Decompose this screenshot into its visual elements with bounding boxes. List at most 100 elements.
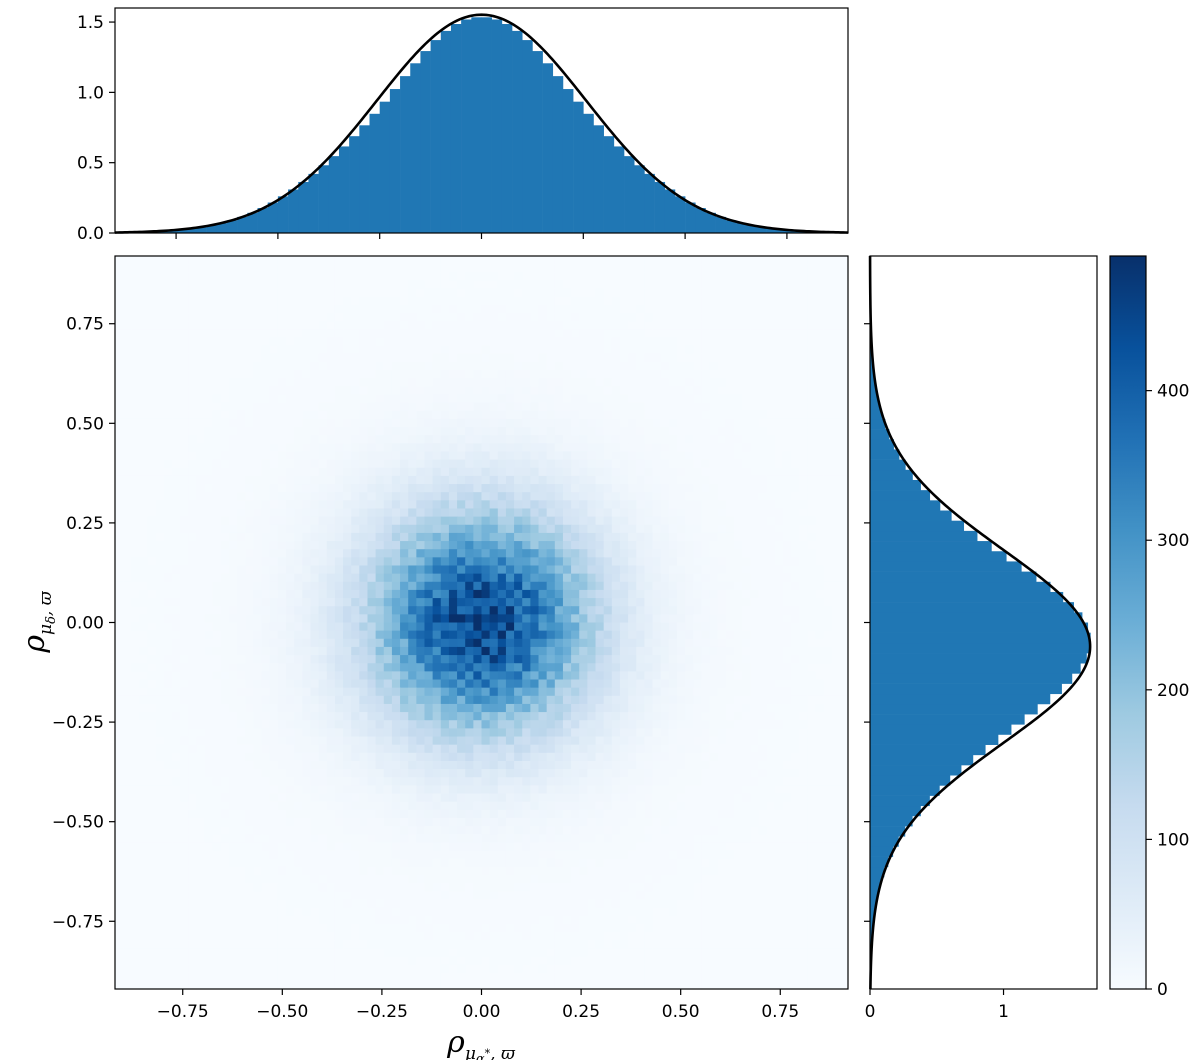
heatmap-cell	[408, 614, 417, 624]
heatmap-cell	[155, 606, 165, 615]
heatmap-cell	[465, 451, 474, 461]
heatmap-cell	[253, 655, 263, 664]
heatmap-cell	[269, 516, 279, 526]
heatmap-cell	[750, 541, 760, 550]
heatmap-cell	[562, 484, 572, 493]
heatmap-cell	[668, 475, 678, 485]
heatmap-cell	[790, 687, 800, 697]
heatmap-cell	[546, 606, 556, 615]
heatmap-cell	[359, 695, 369, 705]
heatmap-cell	[326, 646, 336, 656]
heatmap-cell	[229, 598, 238, 607]
heatmap-cell	[457, 646, 466, 656]
heatmap-cell	[253, 370, 263, 379]
heatmap-cell	[546, 272, 556, 282]
heatmap-cell	[685, 573, 694, 583]
heatmap-cell	[807, 687, 817, 697]
heatmap-cell	[579, 508, 588, 518]
heatmap-cell	[155, 296, 165, 306]
heatmap-cell	[196, 329, 206, 339]
heatmap-cell	[628, 337, 637, 347]
heatmap-cell	[750, 467, 760, 477]
heatmap-cell	[839, 435, 849, 444]
heatmap-cell	[782, 467, 792, 477]
heatmap-cell	[644, 557, 654, 567]
heatmap-cell	[652, 467, 662, 477]
heatmap-cell	[717, 663, 727, 672]
heatmap-cell	[383, 467, 393, 477]
heatmap-cell	[725, 606, 735, 615]
heatmap-cell	[351, 443, 360, 453]
heatmap-cell	[318, 581, 328, 591]
heatmap-cell	[481, 451, 491, 461]
heatmap-cell	[644, 329, 654, 339]
heatmap-cell	[180, 443, 189, 453]
heatmap-cell	[172, 467, 181, 477]
heatmap-cell	[530, 589, 540, 599]
heatmap-cell	[742, 516, 751, 526]
heatmap-cell	[774, 671, 784, 681]
heatmap-cell	[652, 296, 662, 306]
heatmap-cell	[571, 280, 580, 290]
top-histogram-bar	[522, 40, 533, 233]
heatmap-cell	[131, 370, 141, 379]
heatmap-cell	[294, 370, 303, 379]
heatmap-cell	[212, 500, 222, 510]
heatmap-cell	[774, 451, 784, 461]
heatmap-cell	[831, 508, 841, 518]
heatmap-cell	[750, 361, 760, 371]
heatmap-cell	[391, 532, 401, 542]
heatmap-cell	[123, 663, 132, 672]
heatmap-cell	[220, 638, 230, 648]
heatmap-cell	[391, 418, 401, 428]
heatmap-cell	[579, 492, 588, 501]
heatmap-cell	[245, 280, 255, 290]
heatmap-cell	[310, 386, 320, 396]
heatmap-cell	[595, 687, 605, 697]
heatmap-cell	[579, 264, 588, 273]
heatmap-cell	[790, 508, 800, 518]
heatmap-cell	[432, 663, 442, 672]
heatmap-cell	[245, 361, 255, 371]
heatmap-cell	[644, 296, 654, 306]
heatmap-cell	[204, 541, 214, 550]
heatmap-cell	[636, 296, 645, 306]
heatmap-cell	[408, 508, 417, 518]
heatmap-cell	[579, 557, 588, 567]
heatmap-cell	[750, 589, 760, 599]
heatmap-cell	[774, 630, 784, 640]
heatmap-cell	[571, 427, 580, 436]
heatmap-cell	[758, 459, 768, 469]
heatmap-cell	[212, 345, 222, 355]
heatmap-cell	[220, 532, 230, 542]
heatmap-cell	[636, 524, 645, 534]
heatmap-cell	[343, 524, 352, 534]
heatmap-cell	[685, 541, 694, 550]
heatmap-cell	[611, 532, 621, 542]
heatmap-cell	[416, 655, 426, 664]
heatmap-cell	[115, 313, 124, 322]
heatmap-cell	[733, 451, 743, 461]
heatmap-cell	[619, 614, 629, 624]
heatmap-cell	[790, 370, 800, 379]
heatmap-cell	[546, 264, 556, 273]
heatmap-cell	[424, 508, 434, 518]
heatmap-cell	[383, 687, 393, 697]
heatmap-cell	[489, 687, 499, 697]
heatmap-cell	[220, 630, 230, 640]
heatmap-cell	[774, 516, 784, 526]
heatmap-cell	[546, 557, 556, 567]
heatmap-cell	[180, 296, 189, 306]
heatmap-cell	[725, 589, 735, 599]
heatmap-cell	[367, 663, 377, 672]
heatmap-cell	[408, 370, 417, 379]
heatmap-cell	[131, 329, 141, 339]
heatmap-cell	[579, 427, 588, 436]
heatmap-cell	[489, 321, 499, 330]
heatmap-cell	[229, 565, 238, 575]
heatmap-cell	[579, 687, 588, 697]
heatmap-cell	[245, 410, 255, 420]
heatmap-cell	[644, 516, 654, 526]
heatmap-cell	[253, 671, 263, 681]
heatmap-cell	[782, 370, 792, 379]
